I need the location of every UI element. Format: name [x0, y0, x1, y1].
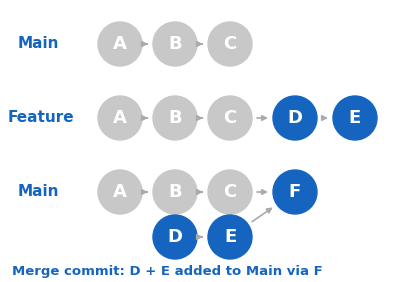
Text: Merge commit: D + E added to Main via F: Merge commit: D + E added to Main via F: [12, 265, 323, 279]
Circle shape: [208, 170, 252, 214]
Text: D: D: [288, 109, 302, 127]
Circle shape: [208, 22, 252, 66]
Circle shape: [273, 96, 317, 140]
Text: A: A: [113, 35, 127, 53]
Text: A: A: [113, 109, 127, 127]
Text: E: E: [224, 228, 236, 246]
Text: B: B: [168, 183, 182, 201]
Text: E: E: [349, 109, 361, 127]
Text: B: B: [168, 35, 182, 53]
Circle shape: [98, 22, 142, 66]
Text: Feature: Feature: [8, 111, 75, 125]
Text: C: C: [223, 183, 237, 201]
Circle shape: [153, 96, 197, 140]
Text: C: C: [223, 109, 237, 127]
Text: F: F: [289, 183, 301, 201]
Circle shape: [98, 170, 142, 214]
Circle shape: [208, 215, 252, 259]
Circle shape: [208, 96, 252, 140]
Text: C: C: [223, 35, 237, 53]
Circle shape: [153, 215, 197, 259]
Circle shape: [273, 170, 317, 214]
Circle shape: [333, 96, 377, 140]
Text: B: B: [168, 109, 182, 127]
Text: A: A: [113, 183, 127, 201]
Circle shape: [98, 96, 142, 140]
Text: Main: Main: [18, 184, 60, 199]
Circle shape: [153, 170, 197, 214]
Text: D: D: [168, 228, 182, 246]
Circle shape: [153, 22, 197, 66]
Text: Main: Main: [18, 36, 60, 52]
